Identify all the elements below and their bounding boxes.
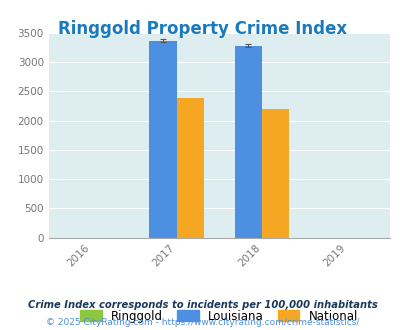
Legend: Ringgold, Louisiana, National: Ringgold, Louisiana, National (76, 305, 362, 327)
Bar (261, 109, 288, 238)
Bar (149, 41, 176, 238)
Bar (234, 46, 261, 238)
Text: Ringgold Property Crime Index: Ringgold Property Crime Index (58, 20, 347, 38)
Text: © 2025 CityRating.com - https://www.cityrating.com/crime-statistics/: © 2025 CityRating.com - https://www.city… (46, 318, 359, 327)
Bar (176, 98, 203, 238)
Text: Crime Index corresponds to incidents per 100,000 inhabitants: Crime Index corresponds to incidents per… (28, 300, 377, 310)
